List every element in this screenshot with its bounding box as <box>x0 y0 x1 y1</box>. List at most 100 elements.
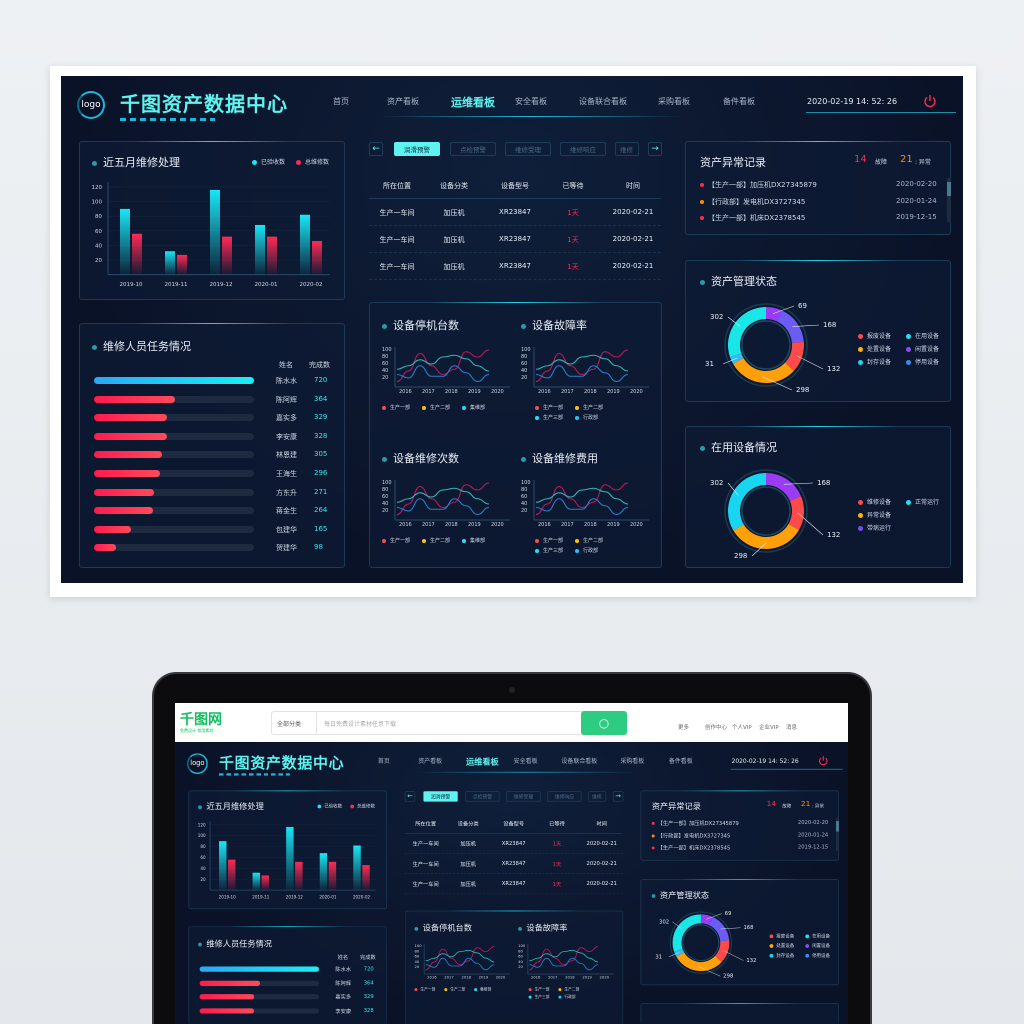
next-arrow-button[interactable]: → <box>612 791 624 802</box>
tab-repair-response[interactable]: 维修响应 <box>560 142 606 156</box>
tab-inspection[interactable]: 点检预警 <box>450 142 496 156</box>
nav-home[interactable]: 首页 <box>333 97 349 106</box>
nav-spare-parts[interactable]: 备件看板 <box>668 757 693 765</box>
chart-title: 设备维修费用 <box>532 452 598 465</box>
tab-repair-accept[interactable]: 维修受理 <box>506 791 541 802</box>
site-link[interactable]: 个人VIP <box>732 725 752 731</box>
legend-item: 报废设备 <box>769 932 794 939</box>
chart-title: 设备故障率 <box>532 319 587 332</box>
nav-security[interactable]: 安全看板 <box>515 97 547 106</box>
dashboard: logo 千图资产数据中心 首页 资产看板 运维看板 安全看板 设备联合看板 采… <box>61 76 963 583</box>
nav-assets[interactable]: 资产看板 <box>418 757 443 765</box>
tab-inspection[interactable]: 点检预警 <box>465 791 500 802</box>
progress-bar <box>94 488 254 496</box>
staff-panel: 维修人员任务情况 姓名 完成数 陈水水 720 陈阿辉 364 嘉实多 329 李安康 328 <box>188 926 387 1024</box>
anomaly-panel: 资产异常记录 14 故障 21 : 异常 【生产一部】加压机DX27345879… <box>685 141 951 235</box>
chart-title: 设备停机台数 <box>422 923 472 933</box>
tab-repair[interactable]: 维修 <box>615 142 639 156</box>
panel-title: 资产管理状态 <box>659 890 710 901</box>
power-icon[interactable] <box>818 755 828 766</box>
legend-item: 集维部 <box>474 987 491 992</box>
category-select[interactable]: 全部分类 <box>277 721 302 728</box>
site-header: 千图网 免费设计 常用素材 全部分类 每日免费设计素材任意下载 ○ 更多 创作中心… <box>175 703 848 742</box>
bar-chart: 20 40 60 80 100 120 2019-10 2019-11 2019-12 2020-… <box>92 182 330 288</box>
tab-repair-response[interactable]: 维修响应 <box>547 791 582 802</box>
donut-slice <box>776 310 804 343</box>
nav-operations[interactable]: 运维看板 <box>451 96 495 109</box>
datetime-underline <box>730 768 843 770</box>
nav-home[interactable]: 首页 <box>377 757 390 765</box>
x-tick-label: 2020 <box>630 522 643 528</box>
prev-arrow-button[interactable]: ← <box>369 142 383 156</box>
tab-lubrication[interactable]: 润滑预警 <box>394 142 440 156</box>
slice-label: 168 <box>743 924 754 931</box>
nav-assets[interactable]: 资产看板 <box>387 97 419 106</box>
bullet-icon <box>651 893 656 898</box>
x-tick-label: 2018 <box>445 389 458 395</box>
legend-item: 生产三部 <box>528 994 550 999</box>
scrollbar[interactable] <box>835 818 839 851</box>
bar <box>261 875 269 891</box>
slice-label: 69 <box>798 302 807 310</box>
anomaly-item[interactable]: 【行政部】发电机DX3727345 <box>700 197 805 207</box>
site-link[interactable]: 更多 <box>678 725 690 731</box>
nav-device-union[interactable]: 设备联合看板 <box>561 757 598 765</box>
nav-spare-parts[interactable]: 备件看板 <box>723 97 755 106</box>
panel-title: 维修人员任务情况 <box>103 340 191 353</box>
next-arrow-button[interactable]: → <box>648 142 662 156</box>
anomaly-item[interactable]: 【生产一部】机床DX2378545 <box>651 844 730 851</box>
nav-security[interactable]: 安全看板 <box>513 757 538 765</box>
tab-repair-accept[interactable]: 维修受理 <box>505 142 551 156</box>
search-input[interactable]: 每日免费设计素材任意下载 <box>324 721 397 728</box>
search-button[interactable]: ○ <box>581 711 627 735</box>
table-cell: 加压机 <box>460 881 477 888</box>
nav-purchase[interactable]: 采购看板 <box>620 757 645 765</box>
anomaly-date: 2019-12-15 <box>896 213 937 221</box>
nav-purchase[interactable]: 采购看板 <box>658 97 690 106</box>
slice-label: 168 <box>817 479 831 487</box>
tab-repair[interactable]: 维修 <box>588 791 607 802</box>
column-name: 姓名 <box>279 361 293 369</box>
donut-slice <box>672 914 701 952</box>
donut-chart <box>724 469 824 557</box>
bullet-icon <box>700 445 705 451</box>
anomaly-item[interactable]: 【生产一部】加压机DX27345879 <box>700 180 817 190</box>
anomaly-item[interactable]: 【行政部】发电机DX3727345 <box>651 832 730 839</box>
slice-label: 31 <box>705 360 714 368</box>
site-link[interactable]: 创作中心 <box>705 725 728 731</box>
legend-item: 在用设备 <box>805 932 830 939</box>
staff-name: 李安康 <box>335 1008 352 1015</box>
anomaly-item[interactable]: 【生产一部】加压机DX27345879 <box>651 820 739 827</box>
legend-item: 生产二部 <box>575 404 603 411</box>
y-tick-label: 20 <box>414 965 420 970</box>
legend-item: 行政部 <box>575 547 598 554</box>
table-cell: 1天 <box>567 209 579 217</box>
donut-slice <box>728 473 766 531</box>
site-logo[interactable]: 千图网 <box>180 712 222 728</box>
table-cell: 加压机 <box>443 209 465 217</box>
y-tick-label: 40 <box>95 243 102 249</box>
scrollbar[interactable] <box>947 178 951 222</box>
y-tick-label: 20 <box>200 877 206 882</box>
nav-device-union[interactable]: 设备联合看板 <box>579 97 627 106</box>
y-tick-label: 40 <box>382 368 389 374</box>
legend-item: 处置设备 <box>858 344 891 353</box>
donut-slice <box>730 353 744 364</box>
bar <box>328 861 337 891</box>
nav-operations[interactable]: 运维看板 <box>465 756 499 767</box>
anomaly-date: 2019-12-15 <box>797 844 829 851</box>
x-tick-label: 2020 <box>495 975 506 980</box>
legend-item: 生产一部 <box>382 404 410 411</box>
donut-slice <box>728 307 766 358</box>
site-link[interactable]: 消息 <box>786 725 798 731</box>
anomaly-item[interactable]: 【生产一部】机床DX2378545 <box>700 213 805 223</box>
table-cell: 加压机 <box>460 841 477 848</box>
power-icon[interactable] <box>923 94 937 108</box>
site-link[interactable]: 企业VIP <box>759 725 779 731</box>
donut-slice <box>785 341 804 371</box>
y-tick-label: 80 <box>521 487 528 493</box>
tab-lubrication[interactable]: 润滑预警 <box>423 791 458 802</box>
camera-icon <box>509 687 515 693</box>
series-line <box>396 482 490 516</box>
prev-arrow-button[interactable]: ← <box>404 791 416 802</box>
